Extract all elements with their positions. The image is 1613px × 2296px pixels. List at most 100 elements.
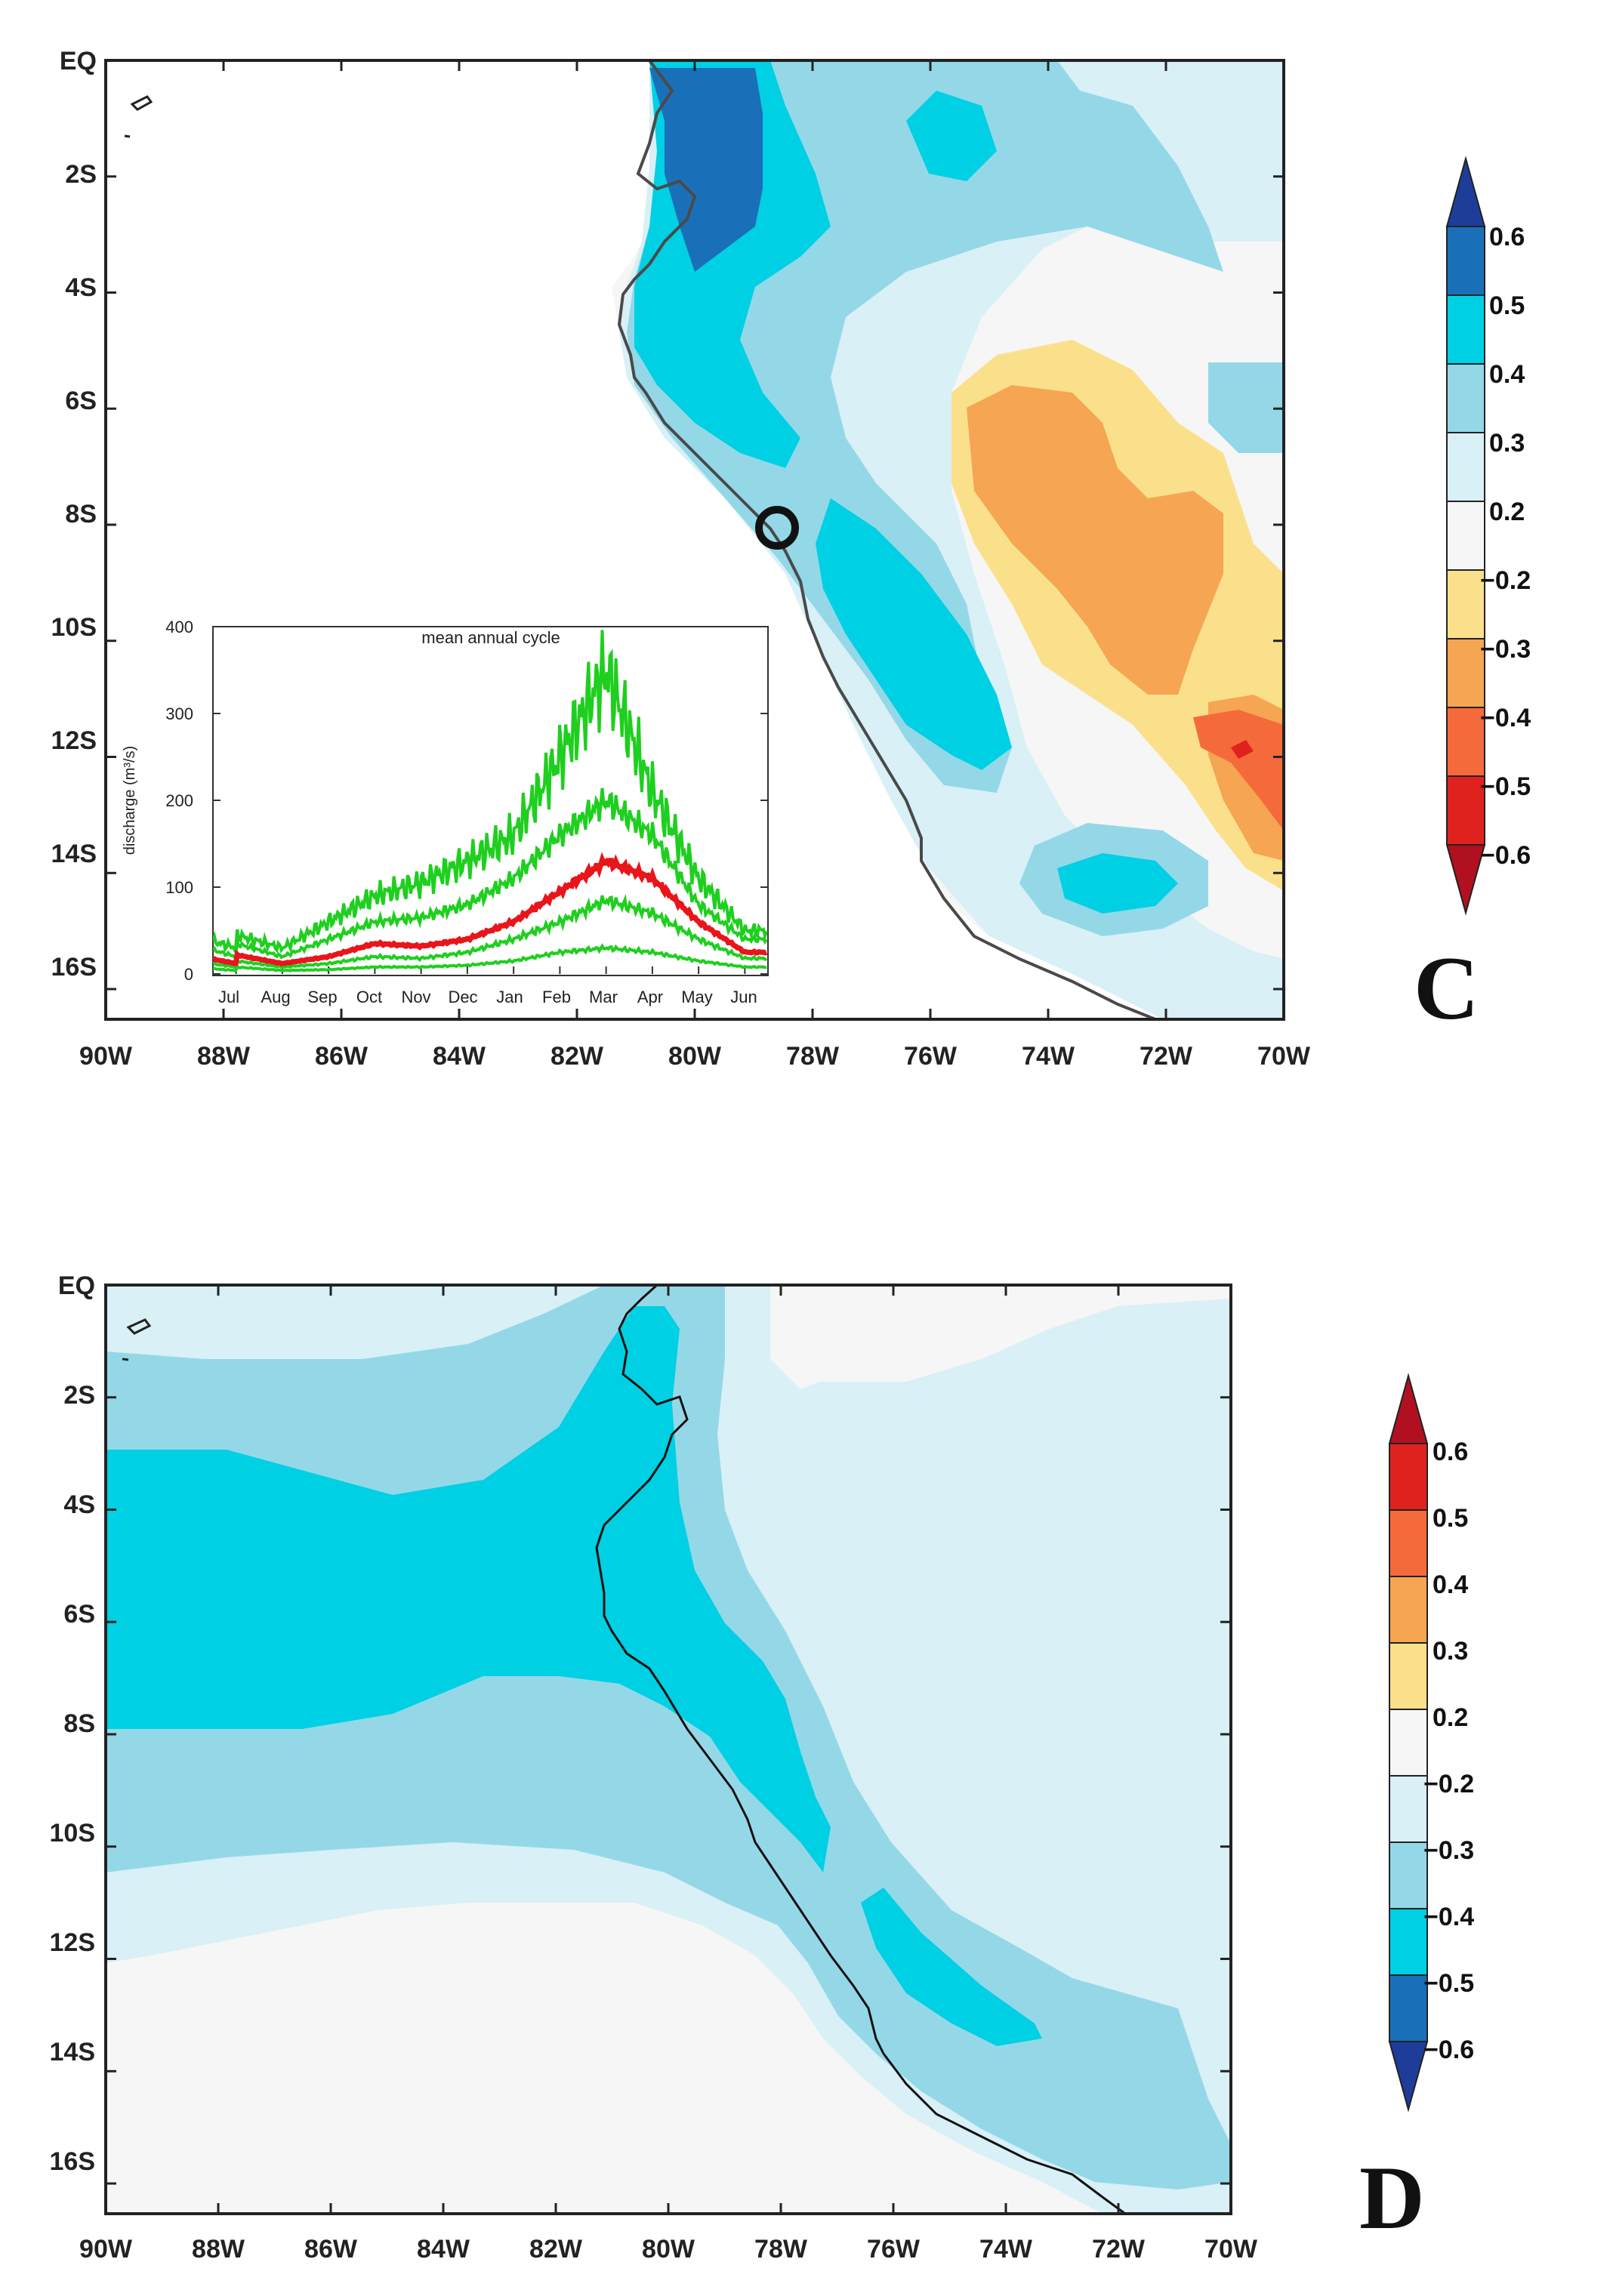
- lon-tick-label: 72W: [1092, 2235, 1146, 2264]
- lat-tick-label: 8S: [65, 500, 97, 529]
- lon-tick-label: 84W: [417, 2235, 470, 2264]
- coastline: [617, 59, 1156, 1021]
- colorbar-swatch: [1389, 1841, 1428, 1909]
- inset-ytick-label: 200: [165, 791, 193, 810]
- inset-month-label: Mar: [589, 988, 618, 1006]
- inset-ytick-label: 400: [165, 618, 193, 636]
- inset-month-label: Apr: [637, 988, 663, 1006]
- lat-tick-label: 4S: [65, 273, 97, 302]
- lat-tick-label: 10S: [51, 613, 97, 642]
- island-icon: [130, 95, 153, 111]
- inset-month-label: Feb: [542, 988, 571, 1006]
- colorbar-label: −0.5: [1480, 772, 1531, 801]
- colorbar-swatch: [1389, 1775, 1428, 1843]
- lon-tick-label: 90W: [79, 1042, 133, 1071]
- inset-month-label: Aug: [261, 988, 290, 1006]
- axis-ticks: [104, 59, 1285, 1019]
- colorbar-swatch: [1446, 707, 1485, 777]
- colorbar-label: −0.5: [1423, 1969, 1474, 1998]
- inset-month-label: Dec: [448, 988, 477, 1006]
- lat-tick-label: 10S: [50, 1819, 96, 1848]
- lon-tick-label: 76W: [904, 1042, 958, 1071]
- lon-tick-label: 82W: [551, 1042, 604, 1071]
- colorbar-arrow-down-icon: [1445, 844, 1486, 916]
- series-line-lower-mid: [213, 894, 768, 969]
- inset-month-label: Nov: [401, 988, 430, 1006]
- colorbar-swatch: [1389, 1509, 1428, 1577]
- lon-tick-label: 72W: [1140, 1042, 1193, 1071]
- inset-month-label: Jun: [730, 988, 757, 1006]
- inset-month-label: Oct: [356, 988, 382, 1006]
- inset-series: [213, 630, 768, 972]
- colorbar-label: −0.2: [1480, 566, 1531, 595]
- island-icon: [126, 1318, 152, 1335]
- lon-tick-label: 70W: [1204, 2235, 1258, 2264]
- colorbar-label: −0.3: [1423, 1836, 1474, 1865]
- colorbar-swatch: [1389, 1576, 1428, 1644]
- colorbar-label: 0.3: [1489, 429, 1525, 458]
- colorbar-swatch: [1389, 1908, 1428, 1976]
- lat-tick-label: EQ: [60, 47, 97, 76]
- lon-tick-label: 80W: [642, 2235, 695, 2264]
- series-line-upper: [213, 630, 768, 954]
- colorbar-label: 0.2: [1489, 498, 1525, 526]
- lat-tick-label: 14S: [50, 2038, 96, 2066]
- colorbar-swatch: [1389, 1642, 1428, 1710]
- station-marker-icon: [755, 506, 799, 550]
- colorbar-arrow-up-icon: [1388, 1373, 1429, 1444]
- colorbar-label: −0.4: [1480, 704, 1531, 732]
- colorbar-arrow-up-icon: [1445, 156, 1486, 227]
- inset-month-label: Sep: [307, 988, 337, 1006]
- colorbar-swatch: [1446, 638, 1485, 708]
- colorbar-label: −0.2: [1423, 1770, 1474, 1798]
- lon-tick-label: 78W: [786, 1042, 840, 1071]
- inset-ytick-label: 100: [165, 878, 193, 897]
- colorbar-arrow-down-icon: [1388, 2041, 1429, 2113]
- lat-tick-label: 6S: [63, 1600, 95, 1629]
- lat-tick-label: 4S: [63, 1490, 95, 1519]
- lat-tick-label: EQ: [58, 1271, 95, 1300]
- lon-tick-label: 86W: [304, 2235, 358, 2264]
- lon-tick-label: 74W: [979, 2235, 1033, 2264]
- lat-tick-label: 12S: [50, 1928, 96, 1957]
- colorbar-label: −0.4: [1423, 1903, 1474, 1931]
- inset-ylabel: discharge (m³/s): [122, 746, 138, 855]
- colorbar-d: [1388, 1373, 1429, 2113]
- lat-tick-label: 14S: [51, 840, 97, 868]
- island-icon: [122, 1358, 129, 1361]
- colorbar-label: −0.3: [1480, 635, 1531, 664]
- colorbar-label: −0.6: [1423, 2036, 1474, 2064]
- colorbar-swatch: [1389, 1443, 1428, 1511]
- colorbar-label: 0.4: [1433, 1570, 1468, 1599]
- colorbar-label: 0.2: [1433, 1703, 1468, 1732]
- panel-label-d: D: [1359, 2147, 1425, 2248]
- inset-ytick-label: 0: [184, 965, 193, 984]
- colorbar-swatch: [1446, 569, 1485, 639]
- lon-tick-label: 90W: [79, 2235, 133, 2264]
- inset-month-label: Jan: [496, 988, 523, 1006]
- inset-ytick-label: 300: [165, 704, 193, 723]
- lon-tick-label: 76W: [867, 2235, 921, 2264]
- colorbar-label: 0.6: [1489, 223, 1525, 251]
- colorbar-label: 0.6: [1433, 1438, 1468, 1466]
- lat-tick-label: 8S: [63, 1709, 95, 1738]
- island-icon: [124, 134, 131, 138]
- colorbar-swatch: [1446, 363, 1485, 433]
- colorbar-label: 0.4: [1489, 360, 1525, 389]
- lon-tick-label: 86W: [315, 1042, 369, 1071]
- colorbar-label: 0.5: [1489, 291, 1525, 320]
- panel-c-field: [106, 60, 1284, 1019]
- colorbar-swatch: [1446, 294, 1485, 365]
- lat-tick-label: 16S: [50, 2147, 96, 2176]
- panel-d: EQ 2S 4S 6S 8S 10S 12S 14S 16S 90W 88W 8…: [50, 1271, 1475, 2264]
- colorbar-swatch: [1446, 501, 1485, 571]
- colorbar-label: −0.6: [1480, 841, 1531, 870]
- series-line-mean: [213, 852, 768, 966]
- lat-tick-label: 16S: [51, 953, 97, 982]
- lat-tick-label: 12S: [51, 726, 97, 755]
- colorbar-c: [1445, 156, 1486, 916]
- colorbar-label: 0.5: [1433, 1504, 1468, 1533]
- lon-tick-label: 88W: [192, 2235, 245, 2264]
- series-line-lower: [213, 943, 767, 972]
